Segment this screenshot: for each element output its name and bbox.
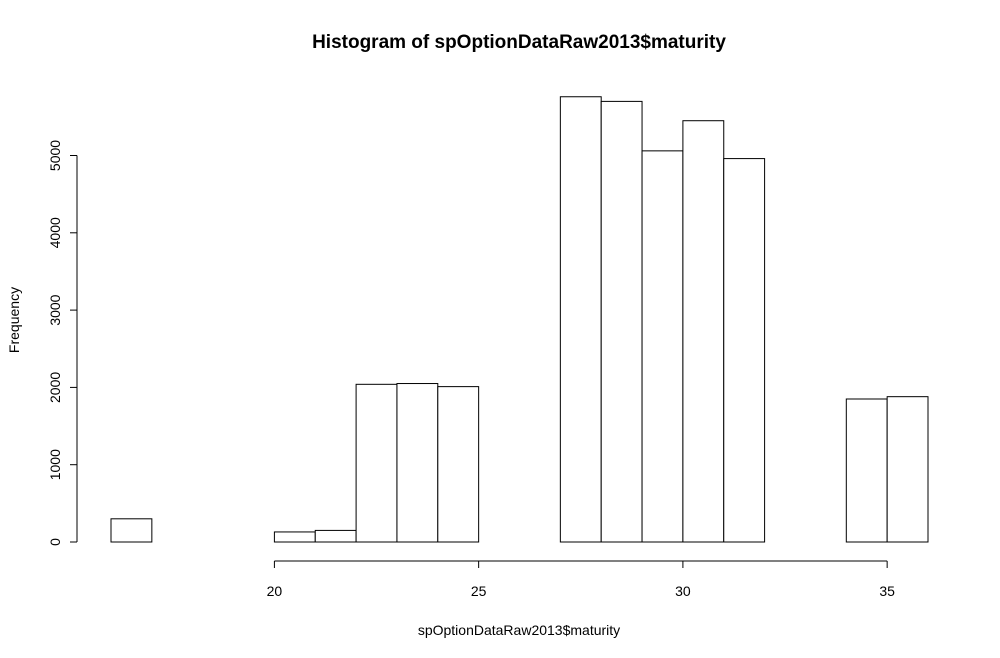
histogram-bar [355,383,398,543]
histogram-bar [641,150,684,543]
y-tick-label: 5000 [47,140,63,171]
y-tick-label: 0 [47,538,63,546]
histogram-bar [437,386,480,543]
histogram-bar [314,529,357,543]
histogram-bar [559,96,602,543]
histogram-bar [723,158,766,543]
histogram-bar [845,398,888,543]
x-axis: 20 25 30 35 [267,560,895,599]
chart-title: Histogram of spOptionDataRaw2013$maturit… [312,32,726,53]
histogram-bar [682,120,725,543]
y-tick-label: 1000 [47,449,63,480]
y-axis: 0 1000 2000 3000 4000 5000 [47,140,78,546]
bars-group [110,96,929,543]
histogram-bar [886,396,929,543]
histogram-bar [600,100,643,543]
y-tick-label: 2000 [47,372,63,403]
x-tick-label: 20 [267,583,283,599]
x-tick-label: 25 [471,583,487,599]
histogram-bar [273,531,316,543]
y-axis-label: Frequency [6,287,22,353]
x-tick-label: 30 [675,583,691,599]
y-tick-label: 4000 [47,217,63,248]
histogram-bar [396,383,439,543]
x-tick-label: 35 [879,583,895,599]
x-axis-label: spOptionDataRaw2013$maturity [418,622,620,638]
histogram-bar [110,518,153,543]
y-tick-label: 3000 [47,294,63,325]
